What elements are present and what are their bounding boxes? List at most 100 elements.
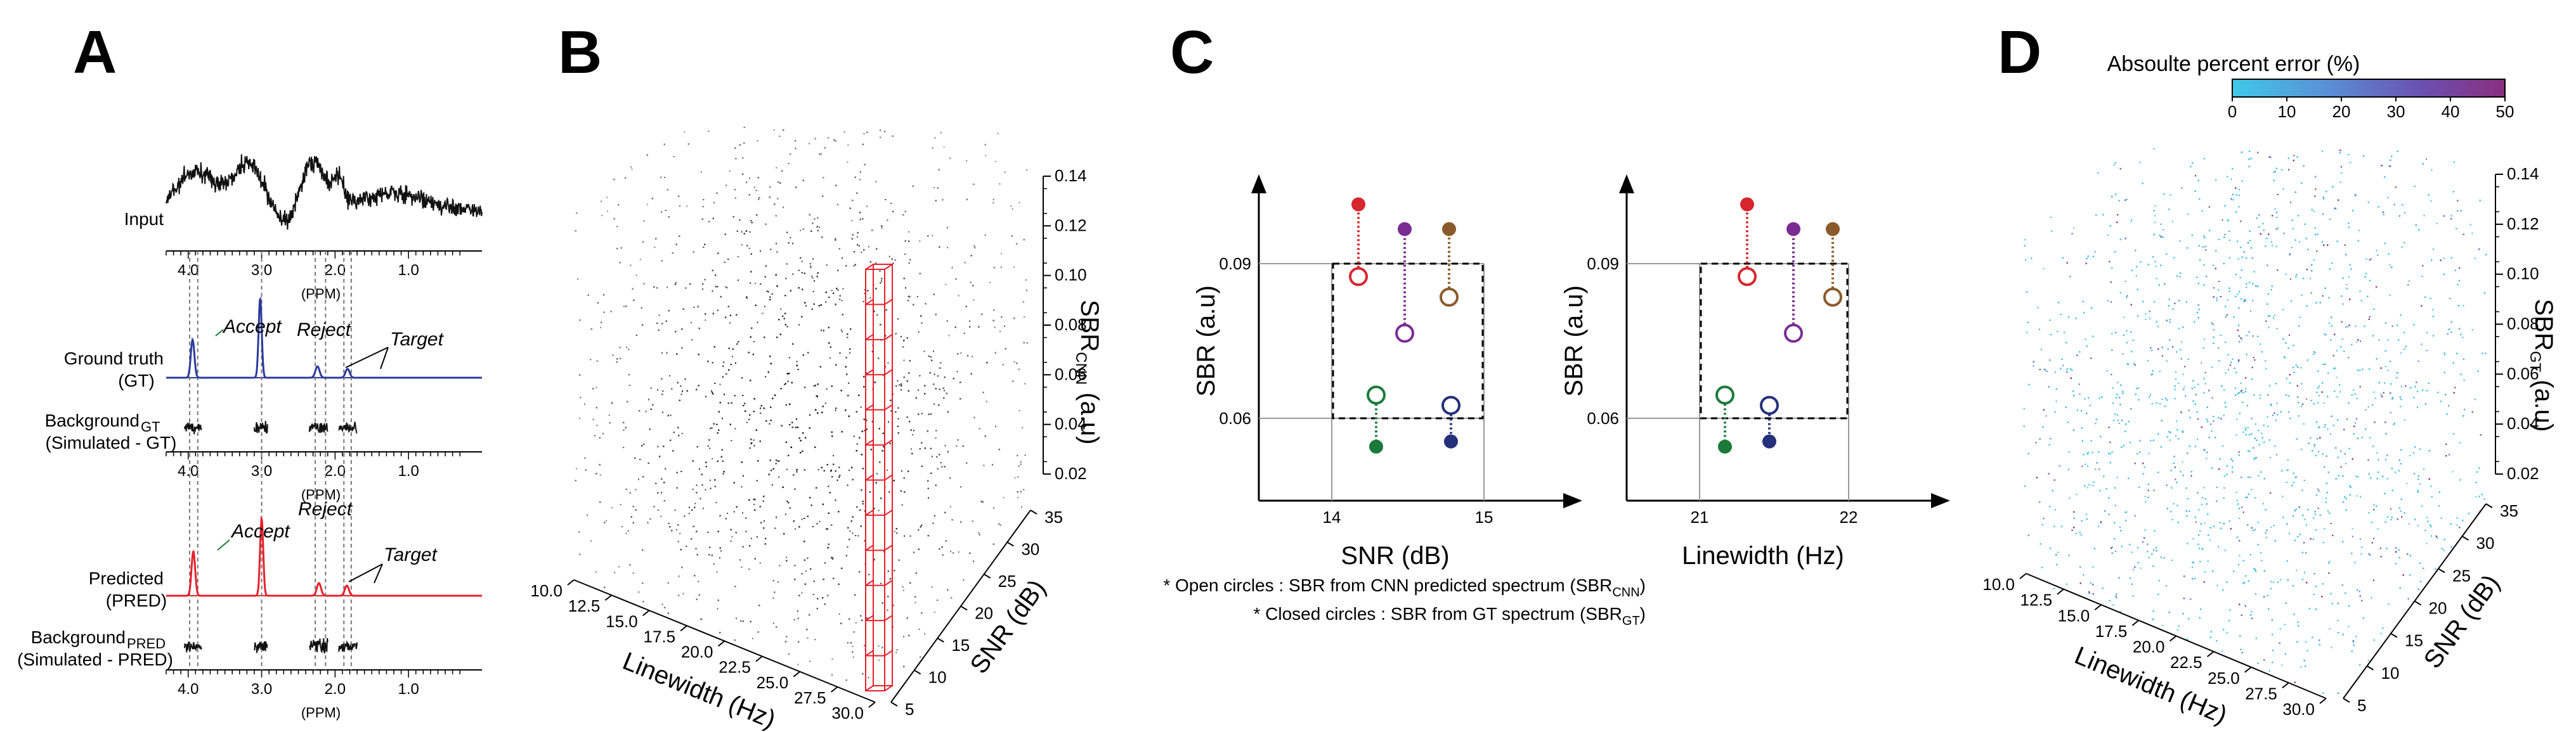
scatter-point (705, 319, 706, 321)
scatter-point (809, 263, 811, 265)
scatter-point (878, 645, 880, 647)
scatter-point (626, 347, 627, 349)
scatter-point (686, 205, 688, 207)
scatter-point (777, 581, 779, 583)
scatter-point (933, 186, 935, 188)
pred-spectrum (166, 516, 482, 597)
scatter-point (688, 513, 690, 515)
scatter-point (801, 518, 803, 520)
scatter-point (847, 337, 849, 338)
scatter-point (855, 622, 857, 624)
scatter-point (903, 636, 904, 638)
scatter-point (755, 283, 757, 285)
scatter-point (807, 637, 809, 639)
scatter-point (731, 440, 732, 442)
scatter-point (841, 300, 843, 302)
scatter-point (824, 402, 826, 404)
scatter-point (753, 503, 755, 505)
background-gt-spectrum (184, 421, 358, 435)
scatter-point (610, 311, 611, 312)
ppm-tick-label: 2.0 (325, 262, 346, 279)
panel-label-a: A (73, 18, 117, 86)
scatter-point (945, 283, 947, 285)
scatter-point (748, 247, 750, 249)
panel-label-c: C (1170, 18, 1214, 86)
scatter-point (949, 506, 951, 508)
row-label-pred-2: (PRED) (106, 591, 167, 610)
scatter-point (717, 608, 719, 610)
scatter-point (709, 479, 711, 481)
scatter-point (681, 433, 683, 434)
row-label-bg-gt-2: (Simulated - GT) (46, 433, 177, 453)
ppm-tick-label: 2.0 (325, 463, 346, 480)
scatter-point (737, 256, 739, 257)
scatter-point (826, 264, 828, 266)
ppm-tick-label: 1.0 (398, 681, 419, 698)
row-label-pred: Predicted (89, 568, 164, 588)
scatter-point (643, 220, 645, 222)
target-annotation-pred: Target (384, 544, 438, 565)
scatter-point (779, 136, 781, 137)
scatter-point (646, 203, 648, 205)
scatter-point (989, 281, 991, 283)
scatter-point (800, 229, 802, 231)
scatter-point (966, 160, 968, 162)
scatter-point (826, 388, 828, 390)
sbr-cnn-point-cloud (575, 127, 1028, 681)
scatter-point (725, 286, 727, 288)
scatter-point (864, 293, 866, 294)
scatter-point (829, 357, 831, 359)
scatter-point (771, 484, 773, 485)
scatter-point (710, 428, 712, 430)
scatter-point (914, 601, 916, 603)
row-label-gt-2: (GT) (118, 371, 155, 390)
scatter-point (856, 236, 858, 238)
scatter-point (811, 276, 813, 278)
scatter-point (707, 445, 709, 447)
scatter-point (605, 520, 607, 522)
scatter-point (579, 418, 581, 419)
scatter-point (778, 476, 780, 478)
scatter-point (715, 501, 717, 503)
scatter-point (780, 308, 782, 310)
scatter-point (860, 406, 862, 408)
scatter-point (878, 510, 880, 511)
scatter-point (759, 562, 761, 564)
scatter-point (1014, 477, 1016, 478)
scatter-point (847, 161, 849, 163)
scatter-point (712, 458, 713, 459)
ppm-tick-label: 3.0 (251, 681, 272, 698)
scatter-point (888, 255, 890, 257)
scatter-point (851, 220, 852, 222)
scatter-point (741, 567, 743, 568)
scatter-point (901, 504, 903, 506)
scatter-point (623, 447, 625, 449)
scatter-point (608, 414, 610, 416)
row-label-bg-gt-sub: GT (141, 419, 160, 435)
scatter-point (840, 329, 842, 331)
background-pred-spectrum (184, 638, 358, 654)
scatter-point (691, 339, 693, 341)
scatter-point (711, 390, 712, 392)
scatter-point (819, 226, 821, 228)
scatter-point (764, 305, 765, 307)
scatter-point (595, 571, 597, 573)
scatter-point (690, 322, 692, 324)
scatter-point (833, 454, 834, 456)
scatter-point (753, 341, 755, 342)
ppm-axis-label: (PPM) (301, 487, 341, 503)
ppm-tick-label: 4.0 (178, 262, 198, 279)
scatter-point (639, 259, 641, 260)
ppm-tick-label: 2.0 (325, 681, 346, 698)
scatter-point (674, 510, 676, 511)
ppm-axis-4: 4.0 3.0 2.0 1.0(PPM) (166, 669, 482, 721)
ppm-axis-label: (PPM) (301, 705, 341, 721)
scatter-point (786, 556, 788, 558)
scatter-point (751, 537, 752, 539)
scatter-point (1018, 409, 1020, 411)
scatter-point (795, 528, 797, 530)
panel-b-3d-scatter: 0.020.040.060.080.100.120.14SBRCNN(a.u)1… (530, 127, 1103, 732)
scatter-point (852, 532, 854, 534)
scatter-point (958, 295, 959, 297)
scatter-point (1013, 266, 1015, 268)
